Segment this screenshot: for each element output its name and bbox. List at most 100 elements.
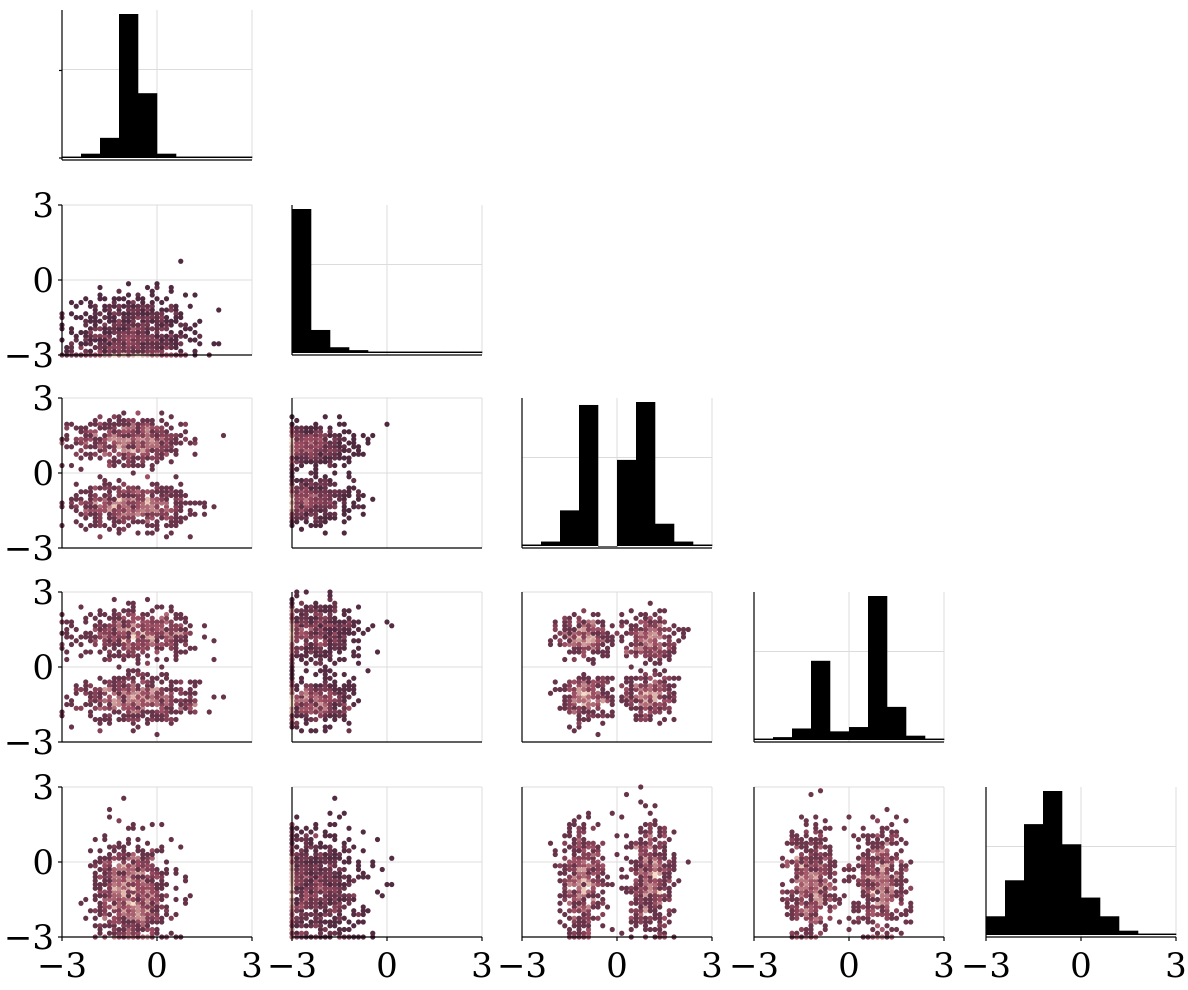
density-point (322, 485, 328, 491)
density-point (827, 870, 833, 876)
density-point (149, 675, 155, 681)
density-point (633, 683, 639, 689)
density-point (638, 863, 644, 869)
density-point (313, 919, 319, 925)
density-point (576, 866, 582, 873)
density-point (327, 611, 333, 618)
density-point (322, 615, 328, 621)
density-point (647, 623, 653, 629)
density-point (144, 322, 151, 328)
density-point (657, 904, 663, 910)
density-point (135, 440, 141, 446)
density-point (313, 470, 319, 476)
density-point (341, 444, 347, 450)
density-point (97, 698, 103, 704)
density-point (661, 653, 668, 659)
density-point (657, 649, 663, 655)
density-point (298, 701, 305, 708)
density-point (303, 833, 309, 839)
density-point (590, 848, 596, 854)
density-point (633, 844, 639, 850)
density-point (111, 447, 117, 454)
density-point (327, 589, 333, 595)
density-point (308, 844, 314, 850)
density-point (125, 500, 132, 506)
density-point (590, 619, 596, 625)
density-point (163, 866, 170, 873)
density-point (547, 638, 554, 644)
density-point (111, 683, 117, 689)
density-panel-3-2 (521, 591, 713, 743)
density-point (130, 462, 136, 469)
density-point (135, 885, 141, 891)
density-point (628, 679, 634, 685)
density-point (595, 690, 601, 696)
density-point (121, 421, 127, 427)
density-point (121, 511, 127, 517)
density-point (803, 893, 809, 899)
density-point (341, 504, 347, 510)
density-point (106, 630, 113, 636)
density-point (168, 318, 174, 324)
density-point (647, 885, 653, 891)
density-point (87, 504, 94, 510)
density-point (125, 281, 132, 287)
density-point (661, 705, 668, 711)
density-point (322, 626, 328, 633)
density-point (78, 466, 84, 472)
density-point (332, 436, 338, 442)
density-point (571, 900, 577, 906)
density-point (652, 915, 658, 921)
density-point (116, 851, 122, 858)
density-point (332, 874, 338, 880)
density-point (121, 296, 127, 302)
density-point (789, 893, 795, 899)
density-point (130, 348, 136, 354)
density-point (149, 344, 155, 351)
density-point (566, 724, 573, 730)
density-point (642, 641, 649, 648)
density-point (317, 481, 324, 487)
density-point (327, 455, 333, 461)
density-point (92, 492, 98, 499)
density-point (149, 292, 155, 298)
density-point (351, 908, 357, 914)
density-point (140, 926, 146, 933)
density-point (576, 926, 582, 933)
density-point (346, 630, 352, 636)
density-point (168, 694, 174, 700)
density-point (865, 915, 871, 921)
density-point (355, 496, 362, 502)
density-point (879, 829, 885, 835)
density-point (154, 885, 160, 891)
density-point (855, 855, 862, 861)
density-point (322, 851, 328, 858)
density-point (566, 893, 573, 899)
density-point (657, 679, 663, 685)
density-point (159, 915, 165, 921)
density-point (130, 303, 136, 309)
density-point (83, 511, 89, 517)
density-point (140, 615, 146, 621)
density-point (552, 851, 558, 858)
density-point (68, 619, 75, 625)
density-point (178, 500, 184, 506)
density-point (168, 444, 174, 450)
density-point (317, 660, 324, 666)
density-point (298, 908, 305, 914)
density-point (111, 623, 117, 629)
density-point (647, 915, 653, 921)
density-point (106, 314, 113, 321)
density-point (163, 638, 170, 644)
density-point (135, 630, 141, 636)
density-point (355, 444, 362, 450)
density-point (159, 489, 165, 495)
density-point (294, 833, 300, 839)
density-point (111, 900, 117, 906)
density-point (159, 496, 165, 502)
density-point (808, 908, 814, 914)
density-point (794, 911, 800, 918)
density-point (73, 314, 79, 321)
density-point (135, 863, 141, 869)
density-point (308, 447, 314, 454)
